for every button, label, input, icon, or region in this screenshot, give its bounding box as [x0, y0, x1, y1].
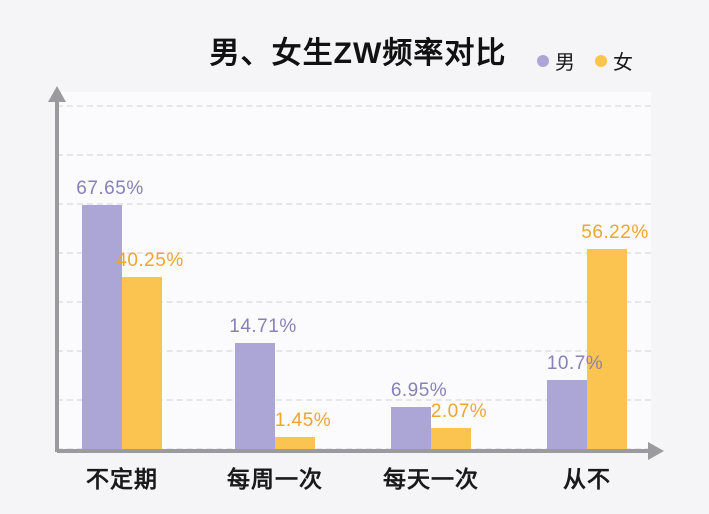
value-label-男-从不: 10.7% [546, 353, 604, 374]
legend-item-female: 女 [595, 46, 633, 75]
y-axis-arrow-icon [48, 86, 66, 102]
bar-女-每周一次 [275, 437, 315, 452]
value-label-男-不定期: 67.65% [76, 178, 144, 199]
value-label-女-每天一次: 2.07% [430, 401, 488, 422]
bar-女-不定期 [122, 277, 162, 452]
value-label-男-每周一次: 14.71% [229, 316, 297, 337]
gridline [57, 399, 651, 401]
bar-女-从不 [587, 249, 627, 452]
x-axis-label-不定期: 不定期 [86, 466, 158, 492]
gridline [57, 105, 651, 107]
legend: 男 女 [537, 46, 633, 75]
gridline [57, 203, 651, 205]
y-axis-line [55, 101, 59, 452]
x-axis-label-每天一次: 每天一次 [383, 466, 479, 492]
x-axis-label-每周一次: 每周一次 [227, 466, 323, 492]
x-axis-arrow-icon [648, 442, 664, 460]
bar-男-每周一次 [235, 343, 275, 452]
bar-男-不定期 [82, 205, 122, 452]
male-legend-label: 男 [555, 52, 575, 74]
gridline [57, 301, 651, 303]
male-legend-dot-icon [537, 54, 549, 67]
value-label-女-每周一次: 1.45% [274, 410, 332, 431]
value-label-男-每天一次: 6.95% [390, 380, 448, 401]
bar-女-每天一次 [431, 428, 471, 452]
gridline [57, 154, 651, 156]
bar-男-每天一次 [391, 407, 431, 452]
gridline [57, 350, 651, 352]
x-axis-label-从不: 从不 [563, 466, 611, 492]
x-axis-line [57, 449, 648, 453]
value-label-女-不定期: 40.25% [116, 250, 184, 271]
value-label-女-从不: 56.22% [581, 222, 649, 243]
chart-title: 男、女生ZW频率对比 [209, 37, 507, 70]
female-legend-dot-icon [595, 54, 607, 67]
female-legend-label: 女 [613, 52, 633, 74]
gridline [57, 252, 651, 254]
legend-item-male: 男 [537, 46, 575, 75]
bar-男-从不 [547, 380, 587, 452]
